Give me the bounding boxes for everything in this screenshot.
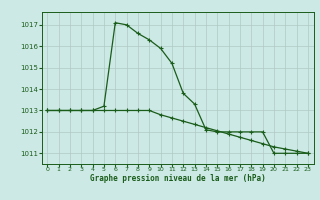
X-axis label: Graphe pression niveau de la mer (hPa): Graphe pression niveau de la mer (hPa) (90, 174, 266, 183)
